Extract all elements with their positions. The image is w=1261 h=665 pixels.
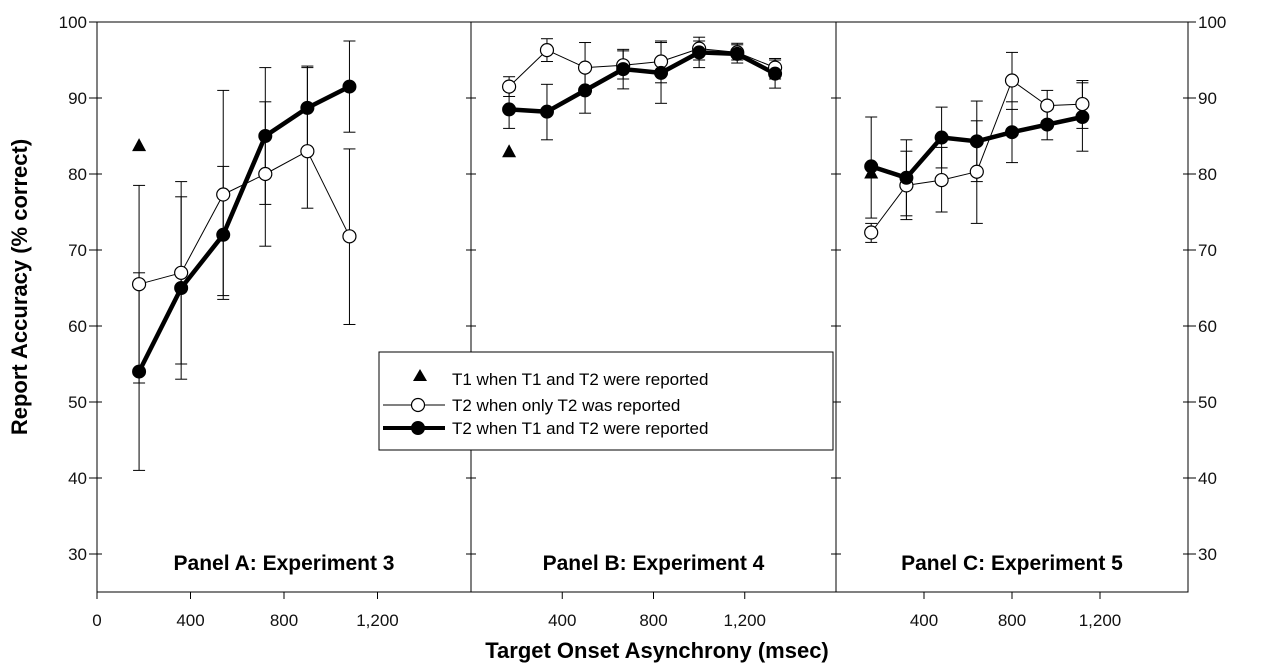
data-point-t2-both xyxy=(300,100,315,115)
y-tick-label-right: 80 xyxy=(1198,165,1217,184)
panel-title: Panel A: Experiment 3 xyxy=(174,552,395,575)
x-tick-label: 0 xyxy=(92,611,101,630)
y-tick-label-left: 100 xyxy=(59,13,87,32)
x-tick-label: 400 xyxy=(548,611,576,630)
data-point-t2-only xyxy=(342,229,357,244)
data-point-t2-both xyxy=(578,83,593,98)
legend-entry-t1: T1 when T1 and T2 were reported xyxy=(452,370,708,389)
x-tick-label: 400 xyxy=(910,611,938,630)
data-point-t2-only xyxy=(969,164,984,179)
series-line-t2-only xyxy=(138,150,350,285)
data-point-t2-both xyxy=(768,66,783,81)
y-tick-label-right: 70 xyxy=(1198,241,1217,260)
y-tick-label-left: 40 xyxy=(68,469,87,488)
data-point-t2-both xyxy=(616,62,631,77)
legend-entry-t2-both: T2 when T1 and T2 were reported xyxy=(452,419,708,438)
data-point-t2-only xyxy=(131,277,147,292)
legend-box xyxy=(378,351,834,451)
data-layer xyxy=(131,36,1090,471)
legend: T1 when T1 and T2 were reported T2 when … xyxy=(378,351,834,451)
data-point-t2-both xyxy=(258,129,273,143)
data-point-t2-only xyxy=(1040,98,1055,113)
panel-title-layer: Panel A: Experiment 3 Panel B: Experiment… xyxy=(174,552,1124,575)
x-axis-title: Target Onset Asynchrony (msec) xyxy=(485,638,829,663)
y-tick-label-left: 30 xyxy=(68,545,87,564)
data-point-t2-both xyxy=(864,159,879,174)
data-point-t1 xyxy=(502,144,517,158)
data-point-t2-both xyxy=(342,79,357,94)
data-point-t2-only xyxy=(1075,96,1090,112)
data-point-t2-both xyxy=(174,281,189,295)
y-tick-label-right: 60 xyxy=(1198,317,1217,336)
y-tick-label-left: 50 xyxy=(68,393,87,412)
data-point-t2-only xyxy=(174,265,189,280)
x-tick-label: 800 xyxy=(998,611,1026,630)
data-point-t2-only xyxy=(864,225,879,240)
data-point-t2-both xyxy=(1040,117,1055,132)
panel-title: Panel B: Experiment 4 xyxy=(543,552,765,575)
data-point-t2-only xyxy=(258,166,273,182)
data-point-t2-both xyxy=(216,227,231,242)
axes-layer: 30 30 40 40 50 50 60 60 70 70 80 80 90 90 100 100 0 400 80… xyxy=(59,13,1227,630)
data-point-t2-only xyxy=(501,79,517,94)
legend-marker-open-circle xyxy=(410,397,426,413)
data-point-t2-both xyxy=(1005,125,1019,140)
y-tick-label-left: 80 xyxy=(68,165,87,184)
y-tick-label-right: 90 xyxy=(1198,89,1217,108)
panel-frame xyxy=(470,21,837,593)
x-tick-label: 1,200 xyxy=(356,611,399,630)
legend-entry-t2-only: T2 when only T2 was reported xyxy=(452,396,680,415)
data-point-t2-only xyxy=(577,60,593,75)
x-tick-label: 800 xyxy=(639,611,667,630)
data-point-t2-both xyxy=(502,102,517,117)
data-point-t2-both xyxy=(539,104,554,119)
x-tick-label: 800 xyxy=(270,611,298,630)
data-point-t2-both xyxy=(934,130,949,145)
data-point-t2-only xyxy=(539,43,555,58)
data-point-t2-only xyxy=(300,144,315,159)
data-point-t2-only xyxy=(1004,73,1020,88)
x-tick-label: 1,200 xyxy=(723,611,766,630)
y-tick-label-left: 70 xyxy=(68,241,87,260)
y-tick-label-right: 100 xyxy=(1198,13,1226,32)
data-point-t2-both xyxy=(654,65,669,80)
y-tick-label-right: 30 xyxy=(1198,545,1217,564)
data-point-t2-both xyxy=(969,134,984,149)
data-point-t2-both xyxy=(1075,110,1090,124)
y-tick-label-right: 40 xyxy=(1198,469,1217,488)
data-point-t2-only xyxy=(934,172,949,188)
data-point-t2-both xyxy=(899,170,914,185)
x-tick-label: 1,200 xyxy=(1079,611,1122,630)
data-point-t2-both xyxy=(132,364,147,379)
data-point-t1 xyxy=(132,138,147,152)
data-point-t2-both xyxy=(692,45,707,60)
y-tick-label-left: 90 xyxy=(68,89,87,108)
x-tick-label: 400 xyxy=(176,611,204,630)
data-point-t2-only xyxy=(216,187,231,202)
panel-frame xyxy=(96,21,472,593)
y-tick-label-right: 50 xyxy=(1198,393,1217,412)
legend-marker-triangle xyxy=(413,369,427,381)
data-point-t2-both xyxy=(730,46,745,61)
y-tick-label-left: 60 xyxy=(68,317,87,336)
series-line-t2-both xyxy=(137,84,351,373)
legend-marker-filled-circle xyxy=(411,421,425,435)
panel-title: Panel C: Experiment 5 xyxy=(901,552,1123,575)
y-axis-title: Report Accuracy (% correct) xyxy=(7,139,32,435)
